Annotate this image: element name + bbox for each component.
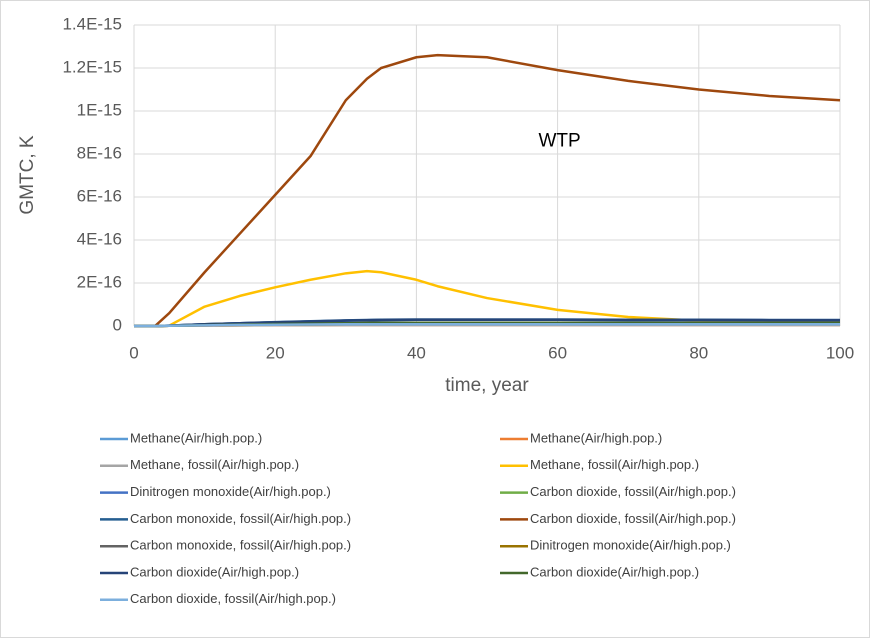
legend-label: Carbon dioxide, fossil(Air/high.pop.) xyxy=(530,511,736,526)
legend-label: Dinitrogen monoxide(Air/high.pop.) xyxy=(130,484,331,499)
x-tick-label: 20 xyxy=(266,343,285,362)
y-tick-label: 1E-15 xyxy=(77,100,122,119)
legend-label: Carbon dioxide, fossil(Air/high.pop.) xyxy=(530,484,736,499)
x-tick-label: 0 xyxy=(129,343,138,362)
y-axis-title: GMTC, K xyxy=(17,135,38,214)
x-tick-label: 100 xyxy=(826,343,854,362)
legend-label: Dinitrogen monoxide(Air/high.pop.) xyxy=(530,538,731,553)
legend-label: Methane, fossil(Air/high.pop.) xyxy=(130,457,299,472)
y-tick-label: 8E-16 xyxy=(77,143,122,162)
x-axis-title: time, year xyxy=(445,375,529,396)
x-tick-label: 40 xyxy=(407,343,426,362)
series-line xyxy=(133,53,841,328)
x-tick-label: 60 xyxy=(548,343,567,362)
annotation: WTP xyxy=(538,130,580,151)
y-tick-label: 0 xyxy=(113,315,122,334)
y-tick-label: 6E-16 xyxy=(77,186,122,205)
legend-label: Carbon dioxide(Air/high.pop.) xyxy=(530,564,699,579)
legend-label: Methane(Air/high.pop.) xyxy=(530,430,662,445)
y-tick-label: 4E-16 xyxy=(77,229,122,248)
y-tick-label: 1.4E-15 xyxy=(62,14,122,33)
series-line xyxy=(133,269,841,328)
legend-label: Methane, fossil(Air/high.pop.) xyxy=(530,457,699,472)
legend-label: Methane(Air/high.pop.) xyxy=(130,430,262,445)
y-tick-label: 2E-16 xyxy=(77,272,122,291)
series-line xyxy=(134,323,840,328)
legend-label: Carbon dioxide, fossil(Air/high.pop.) xyxy=(130,591,336,606)
legend-label: Carbon monoxide, fossil(Air/high.pop.) xyxy=(130,538,351,553)
x-tick-label: 80 xyxy=(689,343,708,362)
legend-label: Carbon monoxide, fossil(Air/high.pop.) xyxy=(130,511,351,526)
y-tick-label: 1.2E-15 xyxy=(62,57,122,76)
legend-label: Carbon dioxide(Air/high.pop.) xyxy=(130,564,299,579)
